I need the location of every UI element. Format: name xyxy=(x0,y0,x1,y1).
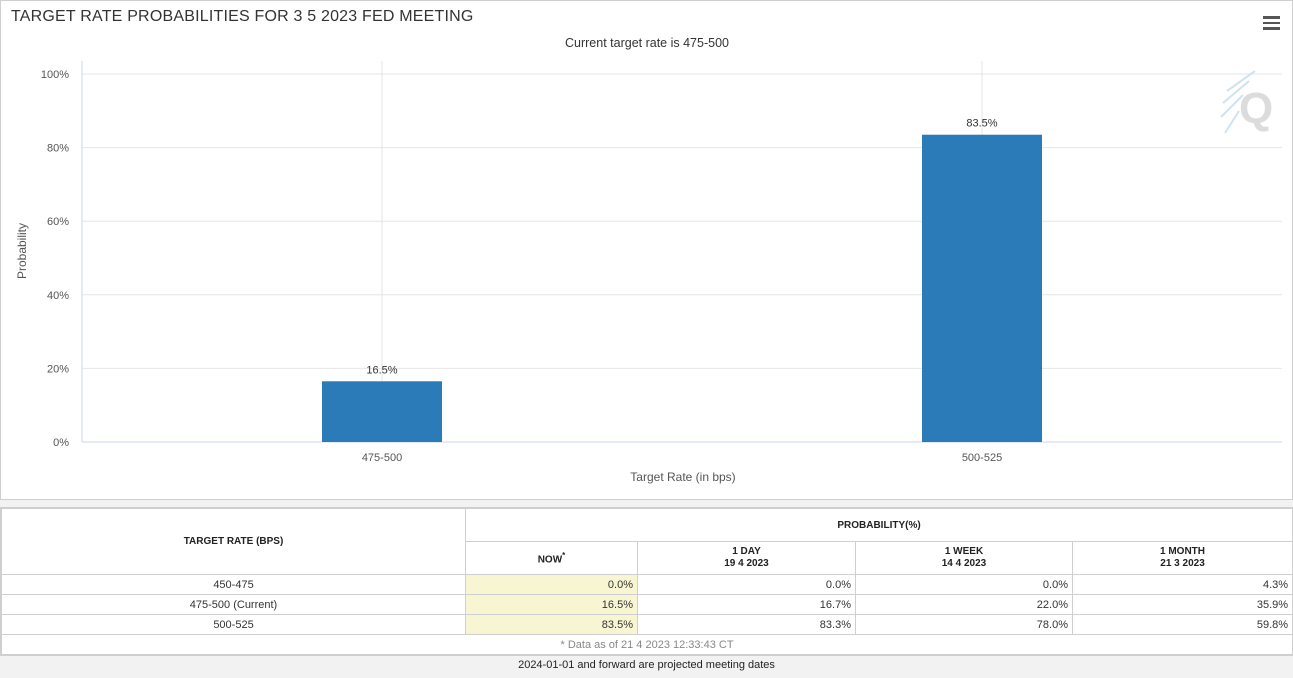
week-value: 0.0% xyxy=(855,574,1073,595)
col-1day-header: 1 DAY 19 4 2023 xyxy=(637,541,856,575)
y-tick-label: 100% xyxy=(41,69,69,81)
day-value: 16.7% xyxy=(637,594,856,615)
month-value: 59.8% xyxy=(1071,614,1293,635)
week-value: 78.0% xyxy=(855,614,1073,635)
probability-table: TARGET RATE (BPS) PROBABILITY(%) NOW* 1 … xyxy=(0,508,1293,655)
bar-475-500 xyxy=(322,381,442,442)
bar-value-label: 83.5% xyxy=(966,118,997,130)
month-value: 35.9% xyxy=(1071,594,1293,615)
now-value: 83.5% xyxy=(465,614,638,635)
chart-panel: 0% 20% 40% 60% 80% 100% 16.5% 475-500 83.5% 500-5… xyxy=(0,0,1293,500)
projected-dates-note: 2024-01-01 and forward are projected mee… xyxy=(518,659,775,671)
bar-value-label: 16.5% xyxy=(366,364,397,376)
rate-cell: 500-525 xyxy=(1,614,466,635)
rate-cell: 475-500 (Current) xyxy=(1,594,466,615)
y-tick-label: 60% xyxy=(47,216,69,228)
col-1month-label: 1 MONTH xyxy=(1160,546,1206,557)
probability-header: PROBABILITY(%) xyxy=(464,508,1293,542)
week-value: 22.0% xyxy=(855,594,1073,615)
chart-title: TARGET RATE PROBABILITIES FOR 3 5 2023 F… xyxy=(11,8,474,25)
y-tick-label: 0% xyxy=(53,437,69,449)
footnote-row: * Data as of 21 4 2023 12:33:43 CT xyxy=(0,634,1293,655)
col-1week-label: 1 WEEK xyxy=(944,546,984,557)
x-tick-label: 475-500 xyxy=(362,452,402,464)
q-logo-letter: Q xyxy=(1239,84,1273,133)
q-logo-icon: Q xyxy=(1220,70,1273,134)
table-row: 450-475 0.0% 0.0% 0.0% 4.3% xyxy=(1,574,1293,595)
col-now-label: NOW xyxy=(537,554,563,566)
probability-table-panel: TARGET RATE (BPS) PROBABILITY(%) NOW* 1 … xyxy=(0,507,1293,656)
day-value: 0.0% xyxy=(637,574,856,595)
y-tick-label: 80% xyxy=(47,143,69,155)
col-1month-date: 21 3 2023 xyxy=(1160,558,1205,569)
table-row: 500-525 83.5% 83.3% 78.0% 59.8% xyxy=(1,614,1293,635)
y-tick-label: 20% xyxy=(47,363,69,375)
y-axis-title: Probability xyxy=(15,223,29,279)
col-1week-date: 14 4 2023 xyxy=(941,558,987,569)
month-value: 4.3% xyxy=(1071,574,1293,595)
hamburger-menu-icon[interactable] xyxy=(1263,16,1280,30)
target-rate-header: TARGET RATE (BPS) xyxy=(1,508,466,575)
chart-subtitle: Current target rate is 475-500 xyxy=(565,36,729,50)
col-now-header: NOW* xyxy=(465,541,638,575)
data-as-of-footnote: * Data as of 21 4 2023 12:33:43 CT xyxy=(0,634,1293,655)
col-1day-date: 19 4 2023 xyxy=(724,558,769,569)
bar-500-525 xyxy=(922,134,1042,442)
table-row: 475-500 (Current) 16.5% 16.7% 22.0% 35.9… xyxy=(1,594,1293,615)
now-value: 0.0% xyxy=(465,574,638,595)
now-value: 16.5% xyxy=(465,594,638,615)
col-now-sup: * xyxy=(562,550,566,560)
col-1day-label: 1 DAY xyxy=(732,546,761,557)
bar-chart: 0% 20% 40% 60% 80% 100% 16.5% 475-500 83.5% 500-5… xyxy=(15,36,1282,484)
col-1week-header: 1 WEEK 14 4 2023 xyxy=(855,541,1073,575)
col-1month-header: 1 MONTH 21 3 2023 xyxy=(1071,541,1293,575)
y-tick-label: 40% xyxy=(47,290,69,302)
day-value: 83.3% xyxy=(637,614,856,635)
x-tick-label: 500-525 xyxy=(962,452,1002,464)
rate-cell: 450-475 xyxy=(1,574,466,595)
x-axis-title: Target Rate (in bps) xyxy=(630,470,735,484)
